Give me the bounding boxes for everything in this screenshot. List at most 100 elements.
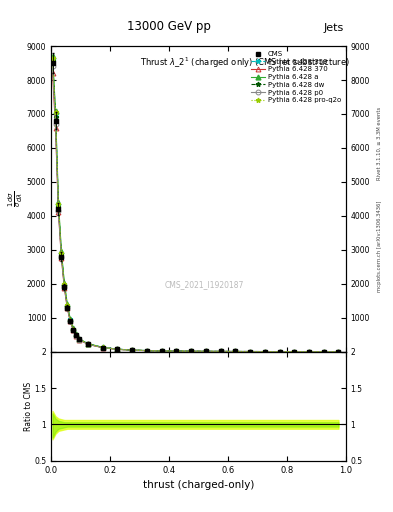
Pythia 6.428 a [71,325,75,331]
Pythia 6.428 dw [53,114,58,120]
Pythia 6.428 370 [56,209,61,216]
Text: Rivet 3.1.10, ≥ 3.3M events: Rivet 3.1.10, ≥ 3.3M events [377,106,382,180]
Pythia 6.428 pro-q2o [277,349,282,355]
Pythia 6.428 359 [130,347,134,353]
Pythia 6.428 dw [159,348,164,354]
Pythia 6.428 dw [204,348,208,354]
Pythia 6.428 359 [277,349,282,355]
Pythia 6.428 p0 [100,345,105,351]
Pythia 6.428 370 [292,349,297,355]
Pythia 6.428 p0 [145,348,149,354]
Pythia 6.428 pro-q2o [59,249,64,255]
Pythia 6.428 p0 [53,121,58,127]
Pythia 6.428 p0 [74,332,79,338]
Pythia 6.428 359 [56,203,61,209]
Pythia 6.428 pro-q2o [336,349,341,355]
Pythia 6.428 359 [77,336,81,342]
Pythia 6.428 pro-q2o [100,345,105,351]
Pythia 6.428 dw [50,58,55,65]
Y-axis label: $\frac{1}{\sigma}\frac{d\sigma}{d\lambda}$: $\frac{1}{\sigma}\frac{d\sigma}{d\lambda… [7,190,25,207]
Pythia 6.428 pro-q2o [74,332,79,338]
Pythia 6.428 a [130,347,134,353]
Pythia 6.428 p0 [233,349,238,355]
Pythia 6.428 370 [65,305,70,311]
Pythia 6.428 pro-q2o [204,348,208,354]
Pythia 6.428 a [204,348,208,354]
Pythia 6.428 370 [62,285,67,291]
Pythia 6.428 359 [321,349,326,355]
Pythia 6.428 pro-q2o [115,346,120,352]
Pythia 6.428 p0 [115,346,120,352]
Pythia 6.428 359 [145,348,149,354]
Pythia 6.428 dw [65,303,70,309]
Pythia 6.428 pro-q2o [159,348,164,354]
Pythia 6.428 359 [50,57,55,63]
Pythia 6.428 pro-q2o [263,349,267,355]
Pythia 6.428 p0 [263,349,267,355]
Pythia 6.428 pro-q2o [77,336,81,342]
Pythia 6.428 p0 [86,341,90,347]
Pythia 6.428 359 [71,326,75,332]
Pythia 6.428 359 [292,349,297,355]
Pythia 6.428 p0 [174,348,179,354]
Pythia 6.428 370 [174,348,179,354]
Pythia 6.428 370 [233,349,238,355]
Pythia 6.428 370 [59,255,64,261]
Pythia 6.428 359 [248,349,252,355]
Pythia 6.428 a [218,348,223,354]
Pythia 6.428 359 [263,349,267,355]
Pythia 6.428 a [277,349,282,355]
Pythia 6.428 pro-q2o [248,349,252,355]
Pythia 6.428 pro-q2o [86,341,90,347]
Pythia 6.428 a [59,248,64,254]
Pythia 6.428 dw [115,346,120,352]
Pythia 6.428 a [321,349,326,355]
Pythia 6.428 370 [77,336,81,343]
Pythia 6.428 370 [50,70,55,76]
Pythia 6.428 a [189,348,193,354]
Pythia 6.428 pro-q2o [130,347,134,353]
Pythia 6.428 p0 [292,349,297,355]
Pythia 6.428 p0 [65,305,70,311]
Pythia 6.428 370 [130,347,134,353]
Pythia 6.428 359 [307,349,311,355]
Pythia 6.428 a [115,346,120,352]
Pythia 6.428 a [100,344,105,350]
Pythia 6.428 dw [218,348,223,354]
Pythia 6.428 359 [65,302,70,308]
Text: 13000 GeV pp: 13000 GeV pp [127,20,211,33]
Pythia 6.428 dw [86,341,90,347]
Pythia 6.428 dw [292,349,297,355]
Pythia 6.428 359 [86,341,90,347]
Pythia 6.428 370 [145,348,149,354]
Pythia 6.428 pro-q2o [233,348,238,354]
Pythia 6.428 dw [68,317,73,323]
Pythia 6.428 a [159,348,164,354]
Pythia 6.428 pro-q2o [307,349,311,355]
Pythia 6.428 370 [68,318,73,325]
Pythia 6.428 370 [71,327,75,333]
Pythia 6.428 dw [248,349,252,355]
Pythia 6.428 p0 [130,347,134,353]
Pythia 6.428 a [248,349,252,355]
Pythia 6.428 p0 [336,349,341,355]
Pythia 6.428 a [336,349,341,355]
Pythia 6.428 a [74,331,79,337]
Pythia 6.428 a [145,348,149,354]
Pythia 6.428 a [86,340,90,347]
Pythia 6.428 dw [145,348,149,354]
Y-axis label: Ratio to CMS: Ratio to CMS [24,381,33,431]
Pythia 6.428 dw [59,252,64,258]
Pythia 6.428 a [292,349,297,355]
Line: Pythia 6.428 dw: Pythia 6.428 dw [50,59,341,354]
Pythia 6.428 a [53,108,58,114]
Pythia 6.428 370 [204,348,208,354]
Legend: CMS, Pythia 6.428 359, Pythia 6.428 370, Pythia 6.428 a, Pythia 6.428 dw, Pythia: CMS, Pythia 6.428 359, Pythia 6.428 370,… [250,50,342,105]
Pythia 6.428 dw [130,347,134,353]
Pythia 6.428 370 [159,348,164,354]
Pythia 6.428 p0 [218,348,223,354]
Pythia 6.428 359 [53,111,58,117]
Line: Pythia 6.428 a: Pythia 6.428 a [50,54,341,354]
Pythia 6.428 pro-q2o [321,349,326,355]
Pythia 6.428 p0 [50,63,55,70]
